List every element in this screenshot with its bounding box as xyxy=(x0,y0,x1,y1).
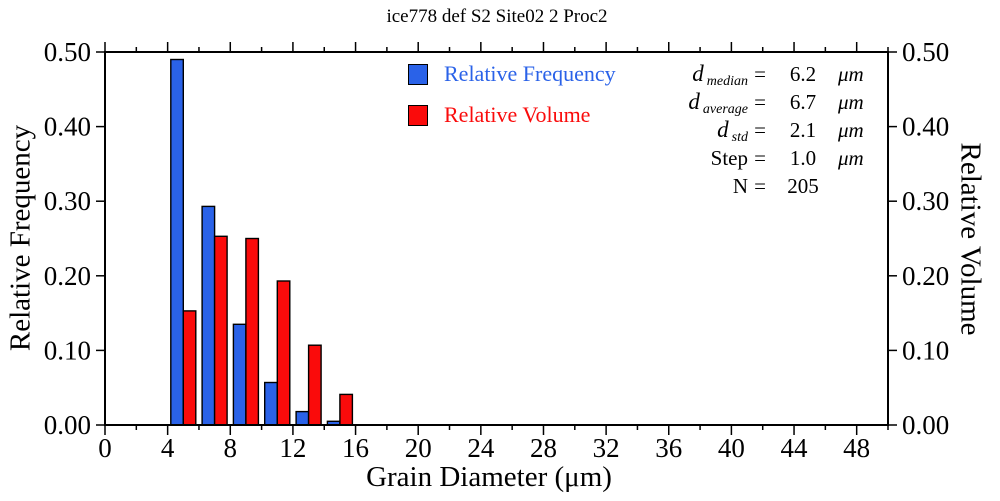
x-tick-label: 28 xyxy=(530,433,557,463)
stat-label: Step xyxy=(710,146,748,170)
stat-value: 2.1 xyxy=(789,118,817,142)
bar-volume xyxy=(307,344,322,426)
stat-label: d xyxy=(692,61,704,86)
x-tick-label: 8 xyxy=(224,433,238,463)
stats-panel: d median = 6.2 μm d average = 6.7 μm d std … xyxy=(668,60,880,200)
stat-label: N xyxy=(732,174,748,198)
stat-row-n: N = 205 xyxy=(668,172,880,200)
bar-frequency xyxy=(201,205,216,426)
legend-item-volume: Relative Volume xyxy=(408,102,616,128)
legend: Relative Frequency Relative Volume xyxy=(408,61,616,143)
bar-volume xyxy=(245,237,260,426)
y-tick-label-left: 0.50 xyxy=(44,37,91,67)
y-tick-label-right: 0.40 xyxy=(902,112,949,142)
volume-swatch-icon xyxy=(408,104,428,126)
stat-label: d xyxy=(688,89,700,114)
x-tick-label: 48 xyxy=(843,433,870,463)
x-tick-label: 4 xyxy=(161,433,175,463)
stat-row-median: d median = 6.2 μm xyxy=(668,60,880,89)
legend-item-frequency: Relative Frequency xyxy=(408,61,616,87)
bar-frequency xyxy=(264,381,278,426)
frequency-swatch-icon xyxy=(408,63,428,85)
bar-volume xyxy=(276,280,291,426)
y-tick-label-left: 0.10 xyxy=(44,335,91,365)
plot-frame xyxy=(104,51,889,426)
stat-subscript: median xyxy=(706,74,748,89)
y-tick-label-left: 0.00 xyxy=(44,410,91,440)
stat-subscript: std xyxy=(731,130,748,145)
stat-value: 1.0 xyxy=(789,146,817,170)
bar-frequency xyxy=(232,323,247,426)
legend-label-frequency: Relative Frequency xyxy=(444,61,616,86)
stat-unit: μm xyxy=(838,118,864,142)
y-tick-label-right: 0.30 xyxy=(902,186,949,216)
x-tick-label: 16 xyxy=(342,433,369,463)
stat-row-step: Step = 1.0 μm xyxy=(668,144,880,172)
chart-title: ice778 def S2 Site02 2 Proc2 xyxy=(386,6,608,27)
bar-frequency xyxy=(170,58,185,426)
stat-value: 205 xyxy=(787,174,819,198)
stat-value: 6.2 xyxy=(789,62,817,86)
stat-unit: μm xyxy=(838,90,864,114)
y-tick-label-left: 0.20 xyxy=(44,261,91,291)
x-tick-label: 12 xyxy=(279,433,306,463)
equals-sign: = xyxy=(754,146,766,170)
x-tick-label: 36 xyxy=(655,433,682,463)
stat-label: d xyxy=(717,117,729,142)
x-tick-label: 20 xyxy=(405,433,432,463)
x-tick-label: 0 xyxy=(98,433,112,463)
x-axis-label: Grain Diameter (μm) xyxy=(366,461,612,493)
stat-unit: μm xyxy=(838,146,864,170)
stat-row-std: d std = 2.1 μm xyxy=(668,116,880,145)
equals-sign: = xyxy=(754,62,766,86)
y-tick-label-right: 0.00 xyxy=(902,410,949,440)
stat-subscript: average xyxy=(702,102,748,117)
x-tick-label: 32 xyxy=(593,433,620,463)
stat-unit: μm xyxy=(838,62,864,86)
bar-volume xyxy=(182,310,197,426)
y-tick-label-right: 0.50 xyxy=(902,37,949,67)
y-axis-label-right: Relative Volume xyxy=(954,142,987,336)
equals-sign: = xyxy=(754,118,766,142)
x-tick-label: 44 xyxy=(781,433,809,463)
legend-label-volume: Relative Volume xyxy=(444,102,591,127)
y-tick-label-right: 0.20 xyxy=(902,261,949,291)
y-tick-label-left: 0.40 xyxy=(44,112,91,142)
equals-sign: = xyxy=(754,90,766,114)
bar-frequency xyxy=(295,410,310,426)
x-tick-label: 24 xyxy=(467,433,495,463)
bar-volume xyxy=(213,235,228,426)
y-axis-label-left: Relative Frequency xyxy=(4,124,37,352)
x-tick-label: 40 xyxy=(718,433,745,463)
y-tick-label-left: 0.30 xyxy=(44,186,91,216)
stat-value: 6.7 xyxy=(789,90,817,114)
bar-volume xyxy=(339,393,354,426)
y-tick-label-right: 0.10 xyxy=(902,335,949,365)
stat-row-average: d average = 6.7 μm xyxy=(668,88,880,117)
equals-sign: = xyxy=(754,174,766,198)
